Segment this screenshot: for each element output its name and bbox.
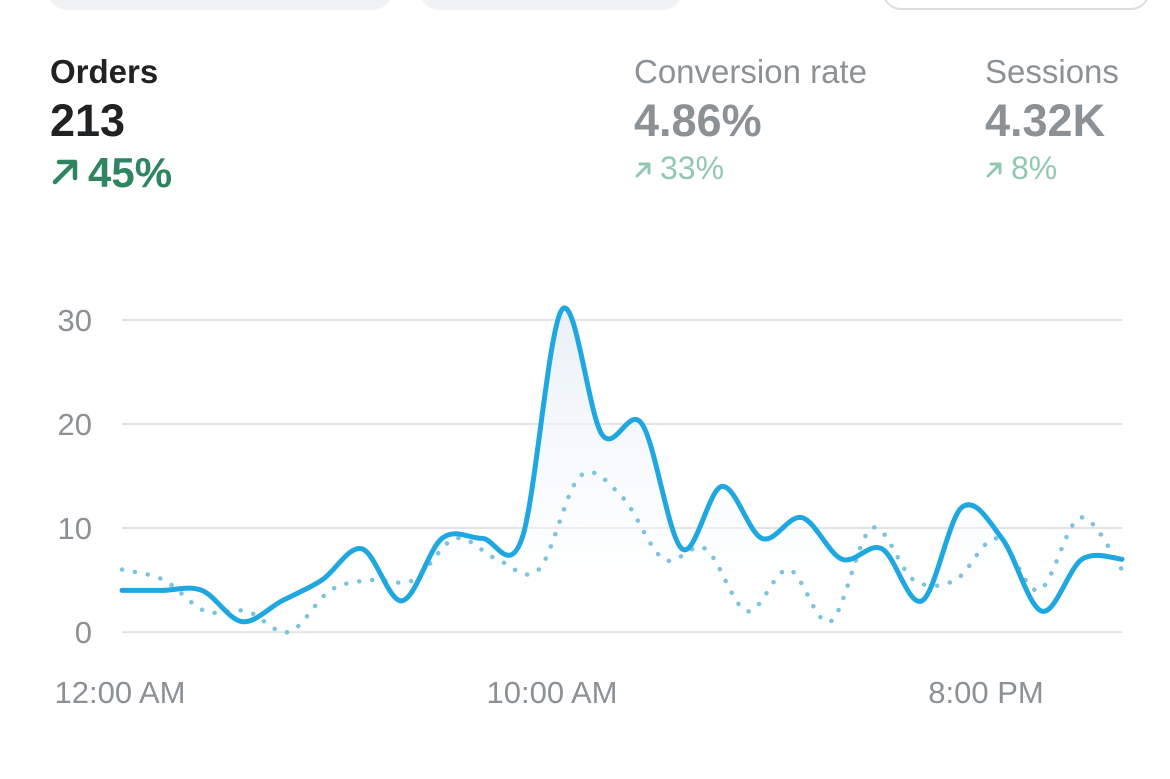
- y-tick-label: 10: [58, 511, 92, 546]
- primary-series-area: [122, 307, 1122, 632]
- metric-value: 4.32K: [985, 95, 1106, 146]
- y-tick-label: 30: [58, 303, 92, 338]
- filter-pill-2[interactable]: [420, 0, 682, 10]
- filter-pill-1[interactable]: [48, 0, 392, 10]
- metric-label: Conversion rate: [634, 53, 867, 90]
- arrow-up-right-icon: [50, 148, 80, 198]
- metric-label: Orders: [50, 53, 159, 90]
- metric-change-value: 33%: [660, 150, 725, 186]
- metric-change: 33%: [634, 148, 867, 188]
- metric-change: 8%: [985, 148, 1119, 188]
- arrow-up-right-icon: [985, 148, 1003, 188]
- metric-conversion-rate[interactable]: Conversion rate 4.86% 33%: [634, 52, 867, 188]
- y-tick-label: 0: [75, 615, 92, 650]
- metric-value: 213: [50, 95, 126, 146]
- metric-value: 4.86%: [634, 95, 762, 146]
- arrow-up-right-icon: [634, 148, 652, 188]
- metric-label: Sessions: [985, 53, 1119, 90]
- metric-change-value: 45%: [88, 149, 173, 196]
- filter-pill-outline[interactable]: [882, 0, 1150, 10]
- metric-orders[interactable]: Orders 213 45%: [50, 52, 172, 198]
- y-tick-label: 20: [58, 407, 92, 442]
- comparison-series-line: [119, 469, 1125, 635]
- metric-change-value: 8%: [1011, 150, 1058, 186]
- metric-change: 45%: [50, 148, 172, 198]
- orders-line-chart[interactable]: 0 10 20 30 12:00 AM 10:00 AM 8:00 PM: [0, 300, 1170, 740]
- primary-series-line: [119, 305, 1125, 625]
- metric-sessions[interactable]: Sessions 4.32K 8%: [985, 52, 1119, 188]
- x-tick-label: 10:00 AM: [487, 675, 618, 710]
- x-tick-label: 12:00 AM: [55, 675, 186, 710]
- x-tick-label: 8:00 PM: [928, 675, 1043, 710]
